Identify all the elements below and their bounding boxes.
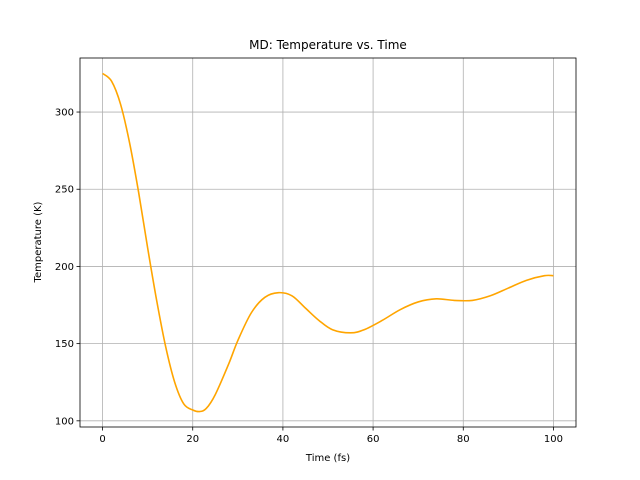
x-tick-label: 80 bbox=[457, 434, 470, 445]
y-tick-label: 250 bbox=[55, 185, 74, 196]
chart-title: MD: Temperature vs. Time bbox=[249, 38, 407, 52]
temperature-line bbox=[102, 72, 554, 413]
plot-frame bbox=[79, 57, 577, 428]
axis-ticks: 0 20 40 60 80 100 100 150 200 250 300 bbox=[55, 108, 563, 445]
x-tick-label: 0 bbox=[99, 434, 105, 445]
x-tick-label: 60 bbox=[367, 434, 380, 445]
y-tick-label: 200 bbox=[55, 262, 74, 273]
grid bbox=[80, 58, 576, 427]
y-tick-label: 150 bbox=[55, 339, 74, 350]
x-tick-label: 40 bbox=[277, 434, 290, 445]
y-axis-label: Temperature (K) bbox=[33, 201, 44, 283]
x-tick-label: 100 bbox=[544, 434, 563, 445]
series-group bbox=[102, 72, 554, 413]
x-tick-label: 20 bbox=[186, 434, 199, 445]
y-tick-label: 100 bbox=[55, 416, 74, 427]
y-tick-label: 300 bbox=[55, 108, 74, 119]
x-axis-label: Time (fs) bbox=[305, 453, 350, 464]
